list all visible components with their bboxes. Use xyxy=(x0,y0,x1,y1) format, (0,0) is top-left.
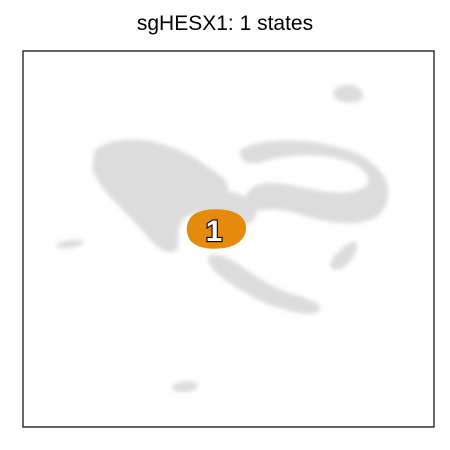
chart-title: sgHESX1: 1 states xyxy=(136,12,314,35)
state-1-cells xyxy=(186,209,246,249)
background-cells-right-strand xyxy=(330,241,358,271)
background-cells-bottom-speck xyxy=(171,381,199,392)
background-cells-left xyxy=(92,139,229,253)
background-cells-left-speck xyxy=(56,239,84,249)
background-cells-ring xyxy=(333,84,364,103)
background-cells-right-loop xyxy=(239,140,389,224)
state-1-cluster xyxy=(186,209,246,249)
background-cells-lower-tail xyxy=(207,254,321,314)
state-label-1: 1 xyxy=(206,215,223,248)
plot-frame xyxy=(22,50,435,428)
